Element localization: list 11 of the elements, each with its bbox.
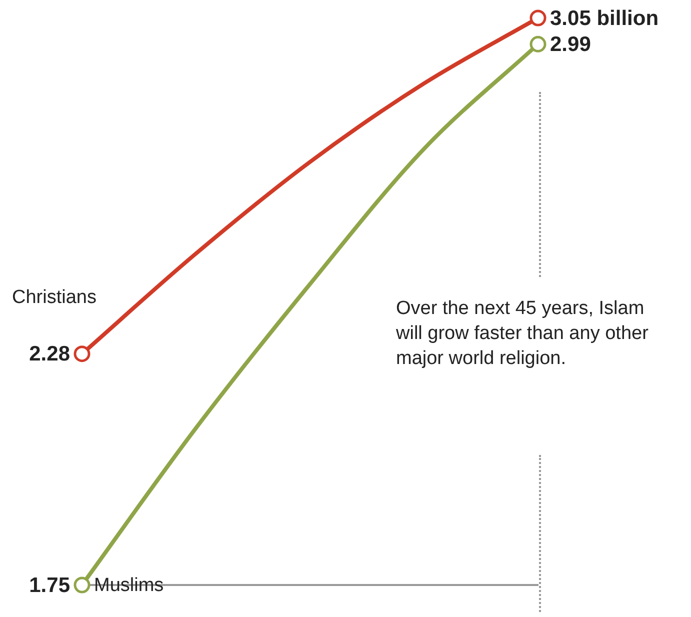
series-label: Christians: [12, 287, 96, 308]
point: [74, 346, 90, 362]
data-label: 1.75: [29, 574, 70, 597]
series-label: Muslims: [94, 575, 164, 596]
point: [530, 10, 546, 26]
point: [74, 576, 90, 594]
annotation: Over the next 45 years, Islam will grow faster than any other major world religion.: [396, 296, 668, 371]
data-label: 2.99: [550, 32, 591, 56]
data-label: 3.05 billion: [550, 6, 659, 30]
data-label: 2.28: [29, 342, 70, 366]
point: [530, 36, 546, 52]
